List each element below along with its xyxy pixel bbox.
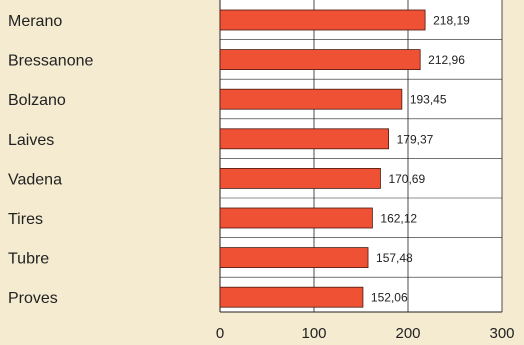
bars <box>219 9 426 308</box>
bar-tubre <box>219 247 369 269</box>
category-label-vadena: Vadena <box>8 171 62 188</box>
category-label-merano: Merano <box>8 13 62 30</box>
bar-proves <box>219 286 364 308</box>
category-label-tires: Tires <box>8 211 43 228</box>
category-labels: Merano Bressanone Bolzano Laives Vadena Tires… <box>8 13 93 307</box>
value-label-tubre: 157,48 <box>376 251 413 265</box>
category-label-bolzano: Bolzano <box>8 92 66 109</box>
bar-tires <box>219 207 373 229</box>
value-label-merano: 218,19 <box>433 14 470 28</box>
value-label-bressanone: 212,96 <box>428 53 465 67</box>
category-label-tubre: Tubre <box>8 251 49 268</box>
category-label-laives: Laives <box>8 132 54 149</box>
bar-bressanone <box>219 49 421 70</box>
value-labels: 218,19 212,96 193,45 179,37 170,69 162,12 157,… <box>371 14 470 305</box>
bar-laives <box>219 128 390 150</box>
value-label-vadena: 170,69 <box>388 172 425 186</box>
x-tick-label-0: 0 <box>216 325 224 342</box>
bar-bolzano <box>219 88 403 110</box>
value-label-bolzano: 193,45 <box>410 93 447 107</box>
value-label-laives: 179,37 <box>397 132 434 146</box>
grid-lines <box>219 0 503 313</box>
bar-vadena <box>219 167 381 189</box>
value-label-proves: 152,06 <box>371 291 408 305</box>
x-tick-label-200: 200 <box>395 325 420 342</box>
x-tick-label-300: 300 <box>489 325 514 342</box>
category-label-proves: Proves <box>8 290 58 307</box>
bar-merano <box>219 9 426 31</box>
x-tick-label-100: 100 <box>301 325 326 342</box>
category-label-bressanone: Bressanone <box>8 53 93 70</box>
x-axis-tick-labels: 0 100 200 300 <box>216 325 515 342</box>
value-label-tires: 162,12 <box>380 212 417 226</box>
